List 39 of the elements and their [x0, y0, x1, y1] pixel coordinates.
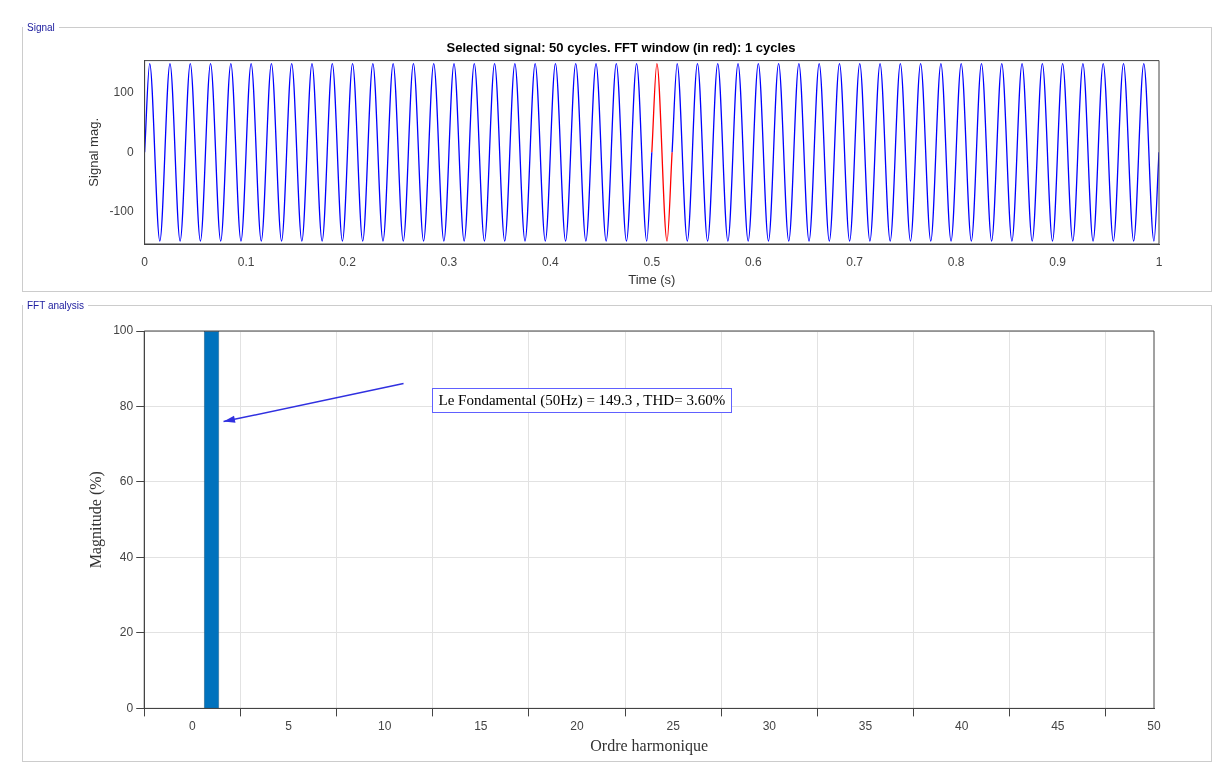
y-tick-label: -100	[109, 203, 134, 218]
x-axis-title: Time (s)	[628, 271, 676, 287]
y-tick-label: 20	[119, 625, 134, 640]
text: Signal	[26, 22, 56, 33]
x-tick-label: 0.2	[339, 254, 357, 269]
x-tick-label: 50	[1147, 718, 1161, 733]
x-tick-label: 0.9	[1049, 254, 1067, 269]
x-tick-label: 25	[666, 718, 681, 733]
x-tick-label: 0.3	[440, 254, 458, 269]
y-tick-label: 0	[126, 144, 134, 159]
x-tick-label: 40	[954, 718, 969, 733]
y-tick-label: 60	[119, 474, 134, 489]
x-tick-label: 0.5	[643, 254, 661, 269]
x-tick-label: 0.6	[744, 254, 762, 269]
chart-title: Selected signal: 50 cycles. FFT window (in red): 1 cycles	[446, 40, 796, 56]
x-tick-label: 10	[377, 718, 392, 733]
x-tick-label: 0.7	[846, 254, 864, 269]
x-tick-label: 35	[858, 718, 873, 733]
y-tick-label: 100	[113, 85, 134, 100]
x-tick-label: 1	[1155, 254, 1163, 269]
x-tick-label: 5	[285, 718, 293, 733]
x-tick-label: 0.8	[947, 254, 965, 269]
y-axis-title: Signal mag.	[86, 117, 102, 187]
x-tick-label: 15	[474, 718, 488, 733]
x-tick-label: 30	[762, 718, 777, 733]
x-axis-title: Ordre harmonique	[590, 736, 708, 755]
y-tick-label: 100	[113, 323, 134, 338]
x-tick-label: 20	[570, 718, 584, 733]
text: FFT analysis	[26, 300, 86, 311]
annotation: Le Fondamental (50Hz) = 149.3 , THD= 3.60%	[431, 387, 733, 413]
x-tick-label: 45	[1051, 718, 1065, 733]
x-tick-label: 0.4	[542, 254, 560, 269]
y-tick-label: 80	[119, 398, 134, 413]
x-tick-label: 0.1	[237, 254, 255, 269]
x-tick-label: 0	[141, 254, 149, 269]
y-tick-label: 40	[119, 549, 134, 564]
y-axis-title: Magnitude (%)	[86, 471, 105, 569]
x-tick-label: 0	[188, 718, 196, 733]
y-tick-label: 0	[126, 700, 134, 715]
